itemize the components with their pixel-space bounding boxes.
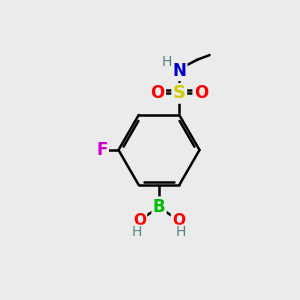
Text: O: O [172,213,185,228]
Text: F: F [96,141,108,159]
Text: N: N [172,62,186,80]
Text: H: H [132,225,142,239]
Text: B: B [153,198,165,216]
Text: S: S [173,84,186,102]
Text: O: O [133,213,146,228]
Text: H: H [161,56,172,69]
Text: O: O [151,84,165,102]
Text: O: O [194,84,208,102]
Text: H: H [176,225,186,239]
